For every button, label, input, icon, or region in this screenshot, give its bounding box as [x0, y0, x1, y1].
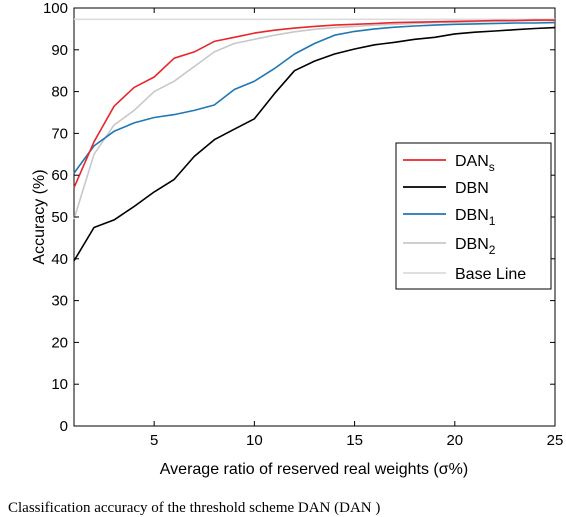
y-ticks: 0 10 20 30 40 50 60 70 80 90 100: [43, 0, 555, 435]
y-tick-label: 40: [51, 251, 68, 268]
y-tick-label: 100: [43, 0, 68, 17]
y-tick-label: 30: [51, 293, 68, 310]
legend-entry-label: DBN1: [455, 207, 496, 228]
legend: DANs DBN DBN1 DBN2 Base Line: [395, 142, 552, 290]
series-line-dbn-1: [73, 21, 556, 174]
x-ticks: 5 10 15 20 25: [150, 8, 563, 449]
x-tick-label: 10: [246, 432, 263, 449]
series-line-dan-s: [73, 19, 555, 189]
legend-entry-label: DBN2: [455, 236, 496, 257]
x-tick-label: 5: [150, 432, 158, 449]
legend-entry-subscript: s: [489, 160, 495, 174]
x-axis-label: Average ratio of reserved real weights (…: [160, 461, 468, 478]
figure-caption: Classification accuracy of the threshold…: [8, 500, 381, 516]
y-tick-label: 0: [60, 418, 68, 435]
legend-entry-label: Base Line: [455, 266, 526, 283]
x-tick-label: 15: [346, 432, 363, 449]
legend-entry-label: DANs: [455, 153, 495, 174]
y-tick-label: 60: [51, 167, 68, 184]
y-tick-label: 70: [51, 125, 68, 142]
y-tick-label: 20: [51, 334, 68, 351]
y-tick-label: 10: [51, 376, 68, 393]
series-line-dbn: [73, 26, 556, 262]
legend-entry-label: DBN: [455, 180, 489, 197]
x-tick-label: 20: [446, 432, 463, 449]
legend-box: [395, 142, 552, 290]
y-tick-label: 50: [51, 209, 68, 226]
y-tick-label: 90: [51, 42, 68, 59]
legend-entry-subscript: 2: [489, 243, 496, 257]
y-axis-label: Accuracy (%): [31, 169, 48, 264]
y-tick-label: 80: [51, 84, 68, 101]
legend-entry-subscript: 1: [489, 214, 496, 228]
series-lines: [73, 18, 556, 262]
x-tick-label: 25: [547, 432, 564, 449]
